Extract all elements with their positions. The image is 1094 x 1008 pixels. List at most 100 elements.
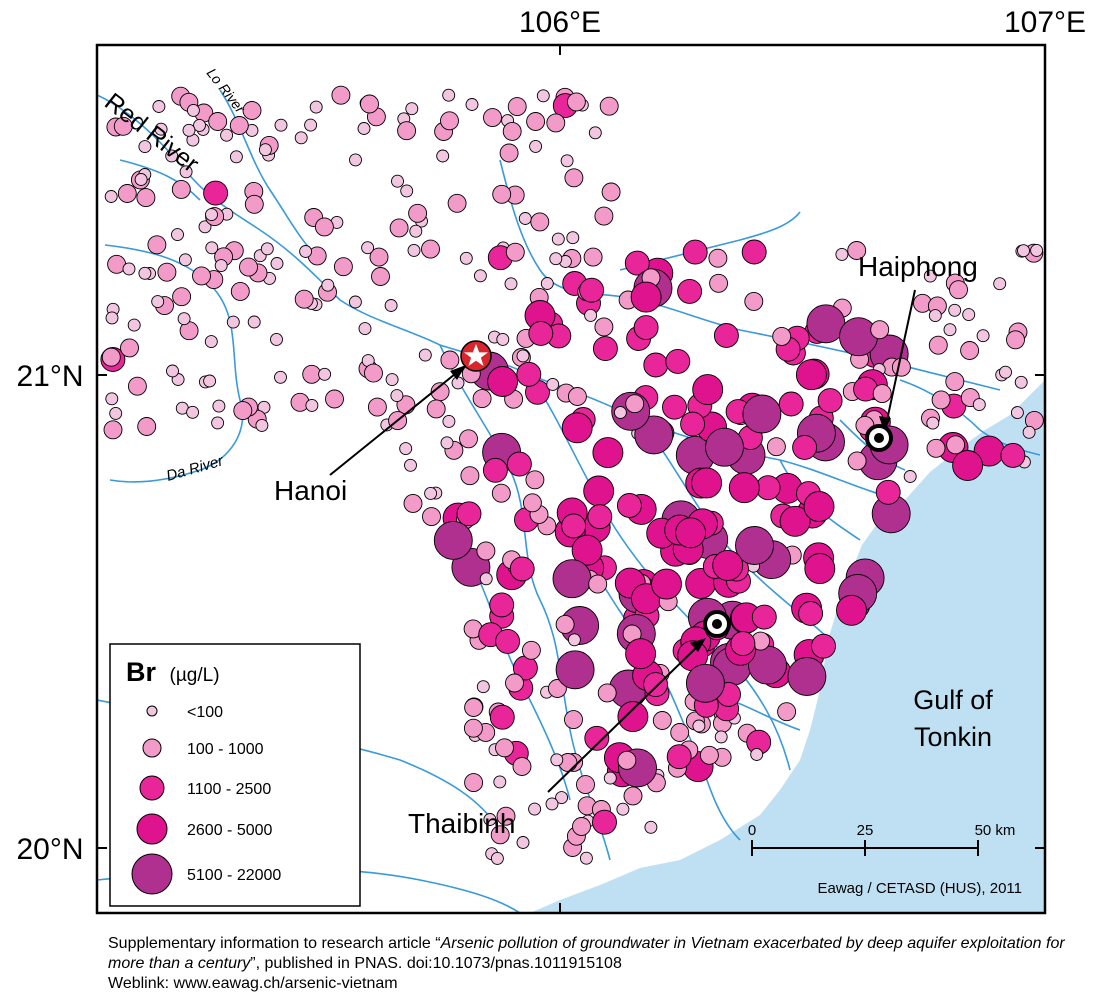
thaibinh-marker [703, 610, 731, 638]
sample-point [229, 150, 243, 164]
sample-point [421, 239, 440, 259]
sample-point [530, 212, 550, 232]
sample-point [506, 451, 532, 477]
sample-point [274, 370, 287, 384]
sample-point [409, 224, 423, 238]
hanoi-marker [460, 340, 492, 372]
sample-point [943, 323, 957, 337]
haiphong-marker [865, 424, 893, 452]
sample-point [247, 315, 261, 329]
sample-point [1000, 442, 1026, 468]
sample-point [495, 628, 521, 654]
sample-point [405, 102, 419, 116]
sample-point [847, 451, 867, 471]
sample-point [465, 98, 479, 111]
sample-point [476, 541, 496, 561]
sample-point [617, 750, 637, 770]
sample-point [479, 572, 493, 586]
sample-point [552, 559, 592, 599]
sample-point [192, 266, 211, 286]
sample-point [875, 479, 901, 505]
sample-point [151, 295, 165, 309]
sample-point [367, 397, 387, 417]
sample-point [584, 308, 598, 322]
sample-point [566, 231, 580, 245]
sample-point [348, 295, 362, 309]
sample-point [960, 341, 980, 360]
sample-point [440, 436, 454, 450]
sample-point [113, 116, 133, 136]
sample-point [624, 250, 650, 276]
sample-point [616, 802, 630, 816]
sample-point [490, 825, 510, 845]
sample-point [442, 414, 456, 428]
sample-point [699, 745, 719, 765]
map-credit: Eawag / CETASD (HUS), 2011 [817, 880, 1022, 897]
sample-point [476, 680, 490, 694]
sample-point [208, 112, 228, 131]
sample-point [952, 450, 984, 481]
sample-point [385, 373, 399, 387]
sample-point [212, 399, 226, 413]
sample-point [499, 143, 519, 163]
sample-point [592, 336, 618, 362]
sample-point [389, 218, 409, 238]
sample-point [999, 365, 1012, 379]
sample-point [566, 92, 586, 112]
scale-tick-25: 25 [857, 822, 874, 839]
sample-point [384, 299, 398, 312]
sample-point [571, 534, 603, 566]
legend-label-5: 5100 - 22000 [187, 867, 281, 884]
sample-point [233, 401, 253, 421]
sample-point [226, 315, 240, 329]
sample-point [1017, 244, 1030, 258]
sample-point [433, 520, 473, 560]
caption-article-title: Arsenic pollution of groundwater in Viet… [108, 935, 1065, 972]
sample-point [117, 184, 137, 203]
lat-label-21: 21°N [16, 360, 83, 393]
sample-point [333, 257, 353, 277]
sample-point [1010, 406, 1024, 420]
sample-point [154, 122, 168, 136]
map-border [95, 43, 1047, 915]
sample-point [1030, 243, 1044, 257]
sample-point [594, 317, 614, 337]
sample-point [407, 243, 421, 257]
sample-point [483, 108, 502, 128]
sample-point [795, 359, 827, 391]
sample-point [193, 118, 206, 132]
sample-point [545, 797, 559, 811]
lat-label-20: 20°N [16, 833, 83, 866]
sample-point [489, 704, 515, 730]
sample-point [440, 111, 459, 131]
legend-label-1: <100 [187, 704, 223, 721]
sample-point [728, 472, 760, 504]
sample-point [579, 851, 593, 865]
sample-point [662, 394, 687, 420]
caption-citation: Supplementary information to research ar… [108, 935, 1065, 972]
sample-point [597, 683, 617, 703]
sample-point [361, 241, 375, 255]
sample-point [713, 323, 739, 348]
sample-point [872, 384, 892, 404]
sample-point [675, 517, 707, 549]
caption-weblink[interactable]: Weblink: www.eawag.ch/arsenic-vietnam [108, 975, 398, 992]
sample-point [364, 363, 383, 383]
sample-point [505, 673, 524, 693]
sample-point [708, 248, 728, 268]
sample-point [744, 291, 764, 311]
sample-point [516, 349, 530, 363]
sample-point [422, 507, 441, 527]
sample-point [489, 592, 515, 618]
sample-point [1006, 330, 1025, 350]
sample-point [567, 387, 587, 406]
sample-point [171, 228, 184, 242]
sample-point [928, 309, 942, 323]
legend-label-3: 1100 - 2500 [187, 781, 271, 798]
sample-point [242, 101, 262, 120]
sample-point [136, 188, 156, 208]
sample-point [309, 100, 323, 114]
sample-point [847, 241, 867, 260]
sample-point [603, 771, 617, 785]
sample-point [442, 88, 456, 102]
